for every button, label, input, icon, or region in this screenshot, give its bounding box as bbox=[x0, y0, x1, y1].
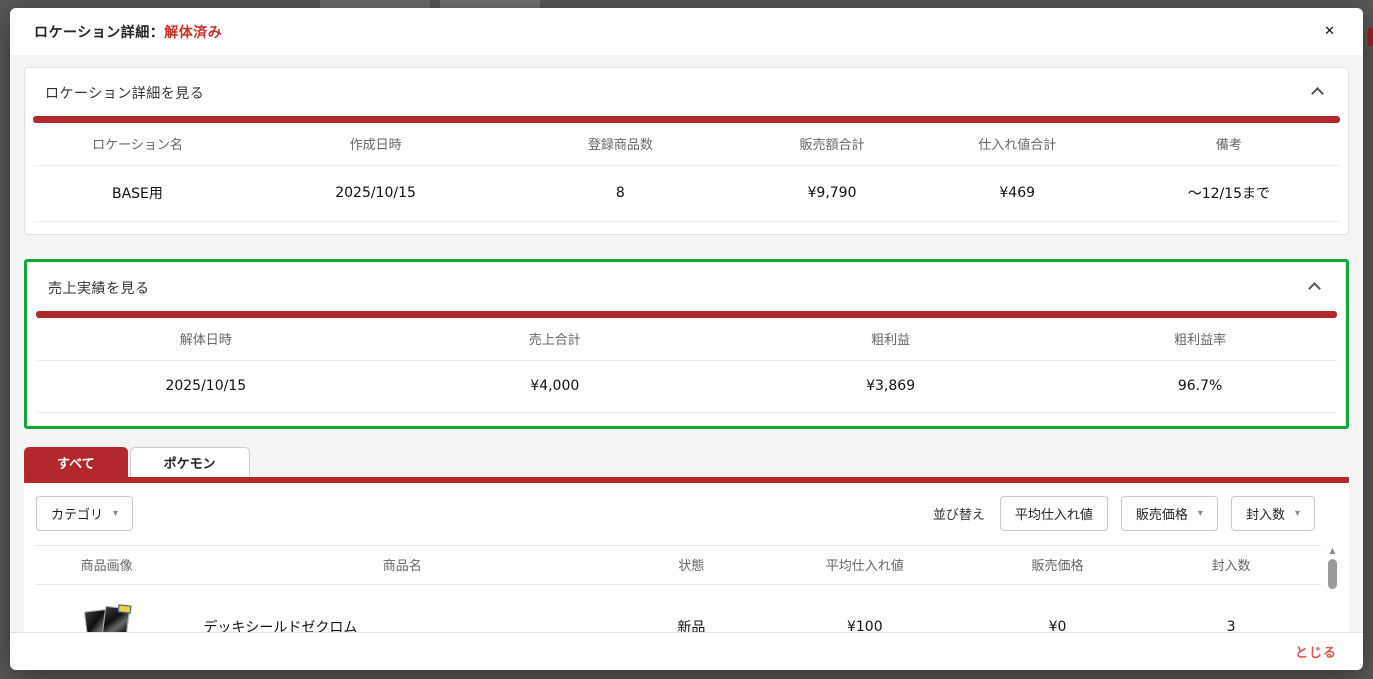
product-price: ¥0 bbox=[1048, 619, 1067, 632]
tab-content-panel: カテゴリ ▾ 並び替え 平均仕入れ値 販売価格 ▾ 封入数 ▾ bbox=[24, 483, 1349, 632]
scroll-up-icon[interactable]: ▲ bbox=[1329, 546, 1336, 555]
chevron-up-icon[interactable] bbox=[1308, 281, 1321, 295]
highlight-box: 売上実績を見る 解体日時 売上合計 粗利益 粗利益率 2025/10/15 ¥4… bbox=[24, 259, 1349, 429]
column-header: 状態 bbox=[678, 559, 705, 574]
modal-title: ロケーション詳細：解体済み bbox=[34, 22, 222, 42]
column-header: ロケーション名 bbox=[92, 138, 183, 153]
close-modal-link[interactable]: とじる bbox=[1294, 646, 1337, 661]
sales-results-card: 売上実績を見る 解体日時 売上合計 粗利益 粗利益率 2025/10/15 ¥4… bbox=[27, 262, 1346, 426]
pokemon-logo-tag bbox=[117, 604, 132, 614]
scrollbar[interactable]: ▲ ▼ bbox=[1326, 547, 1339, 632]
column-header: 平均仕入れ値 bbox=[825, 559, 904, 574]
registered-count-value: 8 bbox=[615, 185, 625, 201]
column-header: 売上合計 bbox=[528, 333, 581, 348]
divider bbox=[33, 165, 1340, 166]
divider bbox=[36, 360, 1337, 361]
column-header: 販売額合計 bbox=[799, 138, 865, 153]
product-table-header: 商品画像 商品名 状態 平均仕入れ値 販売価格 封入数 bbox=[36, 545, 1321, 585]
gross-profit-value: ¥3,869 bbox=[866, 378, 916, 394]
modal-title-prefix: ロケーション詳細： bbox=[34, 24, 165, 41]
location-table-header: ロケーション名 作成日時 登録商品数 販売額合計 仕入れ値合計 備考 bbox=[25, 123, 1348, 165]
chevron-up-icon[interactable] bbox=[1311, 86, 1324, 100]
modal-header: ロケーション詳細：解体済み ✕ bbox=[10, 8, 1363, 55]
tabs-accent-bar bbox=[24, 477, 1349, 483]
column-header: 解体日時 bbox=[179, 333, 232, 348]
location-details-card: ロケーション詳細を見る ロケーション名 作成日時 登録商品数 販売額合計 仕入れ… bbox=[24, 67, 1349, 235]
column-header: 商品画像 bbox=[80, 559, 133, 574]
product-quantity: 3 bbox=[1226, 619, 1236, 632]
product-image-cell bbox=[36, 585, 177, 632]
sort-group: 並び替え 平均仕入れ値 販売価格 ▾ 封入数 ▾ bbox=[933, 496, 1315, 531]
location-table-row: BASE用 2025/10/15 8 ¥9,790 ¥469 ～12/15まで bbox=[25, 166, 1348, 221]
chevron-down-icon: ▾ bbox=[1294, 508, 1300, 519]
column-header: 作成日時 bbox=[349, 138, 402, 153]
created-date-value: 2025/10/15 bbox=[335, 185, 416, 201]
divider bbox=[36, 412, 1337, 413]
accent-bar bbox=[36, 311, 1337, 318]
sort-avg-purchase-button[interactable]: 平均仕入れ値 bbox=[999, 496, 1108, 531]
column-header: 仕入れ値合計 bbox=[978, 138, 1057, 153]
modal-title-status: 解体済み bbox=[164, 24, 223, 41]
category-tabs: すべて ポケモン bbox=[24, 447, 1349, 477]
sort-label: 並び替え bbox=[932, 508, 985, 523]
revenue-total-value: ¥4,000 bbox=[530, 378, 580, 394]
column-header: 封入数 bbox=[1211, 559, 1251, 574]
sort-price-button[interactable]: 販売価格 ▾ bbox=[1120, 496, 1218, 531]
column-header: 登録商品数 bbox=[587, 138, 653, 153]
sales-results-card-header[interactable]: 売上実績を見る bbox=[28, 263, 1345, 309]
sales-table-row: 2025/10/15 ¥4,000 ¥3,869 96.7% bbox=[28, 361, 1345, 412]
column-header: 粗利益率 bbox=[1174, 333, 1227, 348]
gross-margin-value: 96.7% bbox=[1177, 378, 1223, 394]
sort-avg-purchase-label: 平均仕入れ値 bbox=[1014, 507, 1093, 522]
modal-body: ロケーション詳細を見る ロケーション名 作成日時 登録商品数 販売額合計 仕入れ… bbox=[10, 55, 1363, 632]
accent-bar bbox=[33, 116, 1340, 123]
sales-table-header: 解体日時 売上合計 粗利益 粗利益率 bbox=[28, 318, 1345, 360]
sort-quantity-label: 封入数 bbox=[1245, 507, 1285, 522]
location-name-value: BASE用 bbox=[111, 186, 163, 202]
column-header: 備考 bbox=[1215, 138, 1242, 153]
note-value: ～12/15まで bbox=[1187, 186, 1271, 202]
location-detail-modal: ロケーション詳細：解体済み ✕ ロケーション詳細を見る ロケーション名 作成日時… bbox=[10, 8, 1363, 670]
background-page-fragment bbox=[440, 0, 540, 8]
purchase-total-value: ¥469 bbox=[999, 185, 1036, 201]
product-avg-purchase-price: ¥100 bbox=[846, 619, 883, 632]
product-thumbnail bbox=[83, 600, 132, 632]
background-page-fragment bbox=[1368, 28, 1373, 46]
background-page-fragment bbox=[320, 0, 430, 8]
category-dropdown-label: カテゴリ bbox=[51, 507, 104, 522]
modal-footer: とじる bbox=[10, 632, 1363, 670]
sort-quantity-button[interactable]: 封入数 ▾ bbox=[1230, 496, 1315, 531]
column-header: 粗利益 bbox=[871, 333, 911, 348]
category-dropdown[interactable]: カテゴリ ▾ bbox=[36, 496, 134, 531]
sort-price-label: 販売価格 bbox=[1135, 507, 1188, 522]
scrollbar-thumb[interactable] bbox=[1328, 559, 1337, 589]
location-details-title: ロケーション詳細を見る bbox=[45, 86, 205, 102]
dismantle-date-value: 2025/10/15 bbox=[165, 378, 247, 394]
location-details-card-header[interactable]: ロケーション詳細を見る bbox=[25, 68, 1348, 114]
column-header: 販売価格 bbox=[1031, 559, 1084, 574]
divider bbox=[33, 221, 1340, 222]
tab-all[interactable]: すべて bbox=[24, 447, 128, 477]
sales-results-title: 売上実績を見る bbox=[48, 281, 150, 297]
product-name: デッキシールドゼクロム bbox=[203, 620, 358, 632]
table-row: デッキシールドゼクロム 新品 ¥100 ¥0 3 bbox=[36, 585, 1321, 632]
filter-row: カテゴリ ▾ 並び替え 平均仕入れ値 販売価格 ▾ 封入数 ▾ bbox=[36, 496, 1339, 531]
sales-total-value: ¥9,790 bbox=[807, 185, 857, 201]
close-icon[interactable]: ✕ bbox=[1324, 24, 1335, 39]
tab-pokemon[interactable]: ポケモン bbox=[129, 447, 250, 477]
column-header: 商品名 bbox=[382, 559, 422, 574]
chevron-down-icon: ▾ bbox=[1197, 508, 1203, 519]
product-table: 商品画像 商品名 状態 平均仕入れ値 販売価格 封入数 bbox=[36, 545, 1339, 632]
product-condition: 新品 bbox=[677, 620, 706, 632]
chevron-down-icon: ▾ bbox=[113, 508, 119, 519]
card-sleeve-graphic bbox=[100, 604, 132, 632]
